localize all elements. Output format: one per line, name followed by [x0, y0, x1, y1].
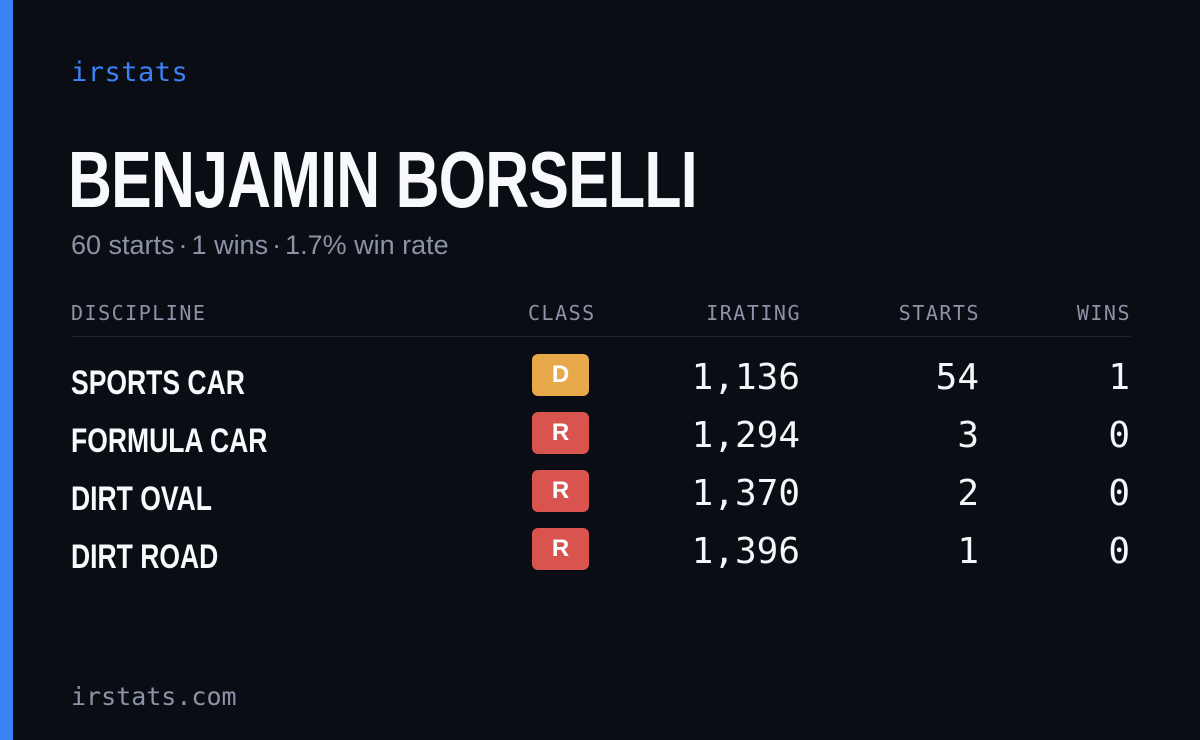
- header-wins: WINS: [1076, 301, 1131, 325]
- discipline-name: DIRT OVAL: [71, 480, 212, 518]
- wins-value: 1: [1108, 357, 1130, 398]
- table-row: DIRT OVAL R 1,370 2 0: [71, 470, 1131, 528]
- summary-win-rate: 1.7% win rate: [285, 230, 449, 260]
- wins-value: 0: [1108, 531, 1130, 572]
- table-row: FORMULA CAR R 1,294 3 0: [71, 412, 1131, 470]
- table-row: SPORTS CAR D 1,136 54 1: [71, 354, 1131, 412]
- driver-summary: 60 starts · 1 wins · 1.7% win rate: [71, 227, 449, 263]
- table-header: DISCIPLINE CLASS IRATING STARTS WINS: [71, 298, 1131, 337]
- header-starts: STARTS: [898, 301, 980, 325]
- starts-value: 1: [957, 531, 979, 572]
- driver-name: BENJAMIN BORSELLI: [68, 135, 698, 224]
- discipline-name: FORMULA CAR: [71, 422, 268, 460]
- discipline-name: SPORTS CAR: [71, 364, 245, 402]
- discipline-table: DISCIPLINE CLASS IRATING STARTS WINS SPO…: [71, 298, 1131, 586]
- license-class-badge: R: [532, 412, 589, 454]
- summary-separator: ·: [178, 230, 188, 260]
- table-body: SPORTS CAR D 1,136 54 1 FORMULA CAR R 1,294 3 0 DI…: [71, 354, 1131, 586]
- irating-value: 1,396: [691, 531, 800, 572]
- header-irating: IRATING: [706, 301, 801, 325]
- brand-logo-text: irstats: [71, 57, 189, 88]
- irating-value: 1,370: [691, 473, 800, 514]
- starts-value: 54: [935, 357, 979, 398]
- starts-value: 3: [957, 415, 979, 456]
- summary-separator: ·: [272, 230, 282, 260]
- license-class-badge: R: [532, 470, 589, 512]
- license-class-badge: D: [532, 354, 589, 396]
- irating-value: 1,294: [691, 415, 800, 456]
- discipline-name: DIRT ROAD: [71, 538, 219, 576]
- accent-bar: [0, 0, 13, 740]
- starts-value: 2: [957, 473, 979, 514]
- header-discipline: DISCIPLINE: [71, 301, 207, 325]
- footer-url: irstats.com: [71, 682, 237, 711]
- header-class: CLASS: [528, 301, 596, 325]
- summary-starts: 60 starts: [71, 230, 175, 260]
- wins-value: 0: [1108, 415, 1130, 456]
- irating-value: 1,136: [691, 357, 800, 398]
- summary-wins: 1 wins: [191, 230, 269, 260]
- license-class-badge: R: [532, 528, 589, 570]
- table-row: DIRT ROAD R 1,396 1 0: [71, 528, 1131, 586]
- wins-value: 0: [1108, 473, 1130, 514]
